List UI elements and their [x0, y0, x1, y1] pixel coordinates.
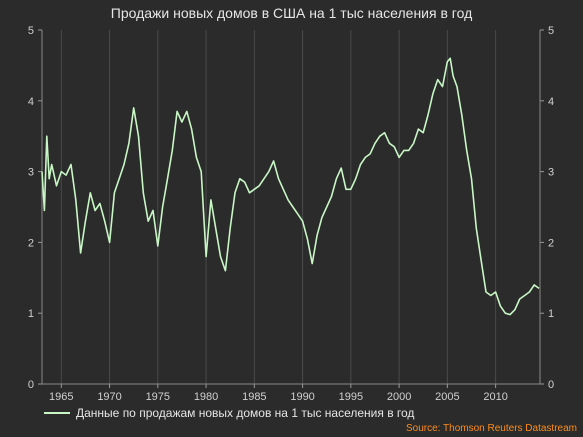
x-tick-label: 2010: [483, 391, 507, 403]
y-tick-label-left: 2: [28, 237, 34, 249]
x-tick-label: 2000: [387, 391, 411, 403]
series-line-0: [41, 57, 540, 316]
y-tick-label-right: 3: [548, 167, 554, 179]
y-tick-label-left: 3: [28, 167, 34, 179]
plot-area: [42, 30, 540, 384]
axes: 1965 1970 1975 1980 1985 1990 1995 2000 2005 2010…: [28, 25, 554, 403]
x-tick-label: 1995: [339, 391, 363, 403]
legend-label: Данные по продажам новых домов на 1 тыс …: [76, 406, 415, 420]
y-tick-label-right: 0: [548, 379, 554, 391]
y-tick-label-left: 0: [28, 379, 34, 391]
y-tick-label-left: 4: [28, 96, 34, 108]
series-layer: [41, 57, 540, 316]
x-tick-label: 1980: [194, 391, 218, 403]
y-tick-label-left: 5: [28, 25, 34, 37]
y-tick-label-right: 5: [548, 25, 554, 37]
chart-title: Продажи новых домов в США на 1 тыс насел…: [110, 5, 473, 21]
x-tick-label: 2005: [435, 391, 459, 403]
x-tick-label: 1965: [49, 391, 73, 403]
legend-swatch: [44, 412, 70, 414]
legend: Данные по продажам новых домов на 1 тыс …: [44, 406, 414, 420]
x-tick-label: 1985: [242, 391, 266, 403]
y-tick-label-right: 4: [548, 96, 554, 108]
y-tick-label-right: 2: [548, 237, 554, 249]
y-tick-label-left: 1: [28, 308, 34, 320]
x-tick-label: 1975: [146, 391, 170, 403]
grid-lines: [60, 30, 497, 384]
source-note: Source: Thomson Reuters Datastream: [405, 423, 577, 434]
x-tick-label: 1990: [290, 391, 314, 403]
x-tick-label: 1970: [97, 391, 121, 403]
y-tick-label-right: 1: [548, 308, 554, 320]
